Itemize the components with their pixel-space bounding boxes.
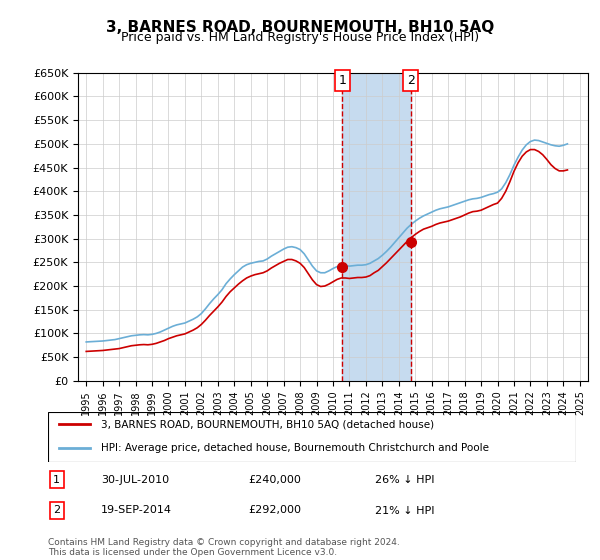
Text: 1: 1 bbox=[338, 74, 346, 87]
Text: 30-JUL-2010: 30-JUL-2010 bbox=[101, 474, 169, 484]
Text: 26% ↓ HPI: 26% ↓ HPI bbox=[376, 474, 435, 484]
Text: 21% ↓ HPI: 21% ↓ HPI bbox=[376, 506, 435, 516]
Bar bbox=[343, 73, 410, 381]
Text: HPI: Average price, detached house, Bournemouth Christchurch and Poole: HPI: Average price, detached house, Bour… bbox=[101, 443, 489, 453]
Text: 1: 1 bbox=[53, 474, 60, 484]
Text: 3, BARNES ROAD, BOURNEMOUTH, BH10 5AQ: 3, BARNES ROAD, BOURNEMOUTH, BH10 5AQ bbox=[106, 20, 494, 35]
Text: Price paid vs. HM Land Registry's House Price Index (HPI): Price paid vs. HM Land Registry's House … bbox=[121, 31, 479, 44]
Text: 3, BARNES ROAD, BOURNEMOUTH, BH10 5AQ (detached house): 3, BARNES ROAD, BOURNEMOUTH, BH10 5AQ (d… bbox=[101, 419, 434, 429]
Text: 19-SEP-2014: 19-SEP-2014 bbox=[101, 506, 172, 516]
Text: Contains HM Land Registry data © Crown copyright and database right 2024.
This d: Contains HM Land Registry data © Crown c… bbox=[48, 538, 400, 557]
Text: 2: 2 bbox=[53, 506, 61, 516]
Text: £240,000: £240,000 bbox=[248, 474, 302, 484]
Text: £292,000: £292,000 bbox=[248, 506, 302, 516]
Text: 2: 2 bbox=[407, 74, 415, 87]
